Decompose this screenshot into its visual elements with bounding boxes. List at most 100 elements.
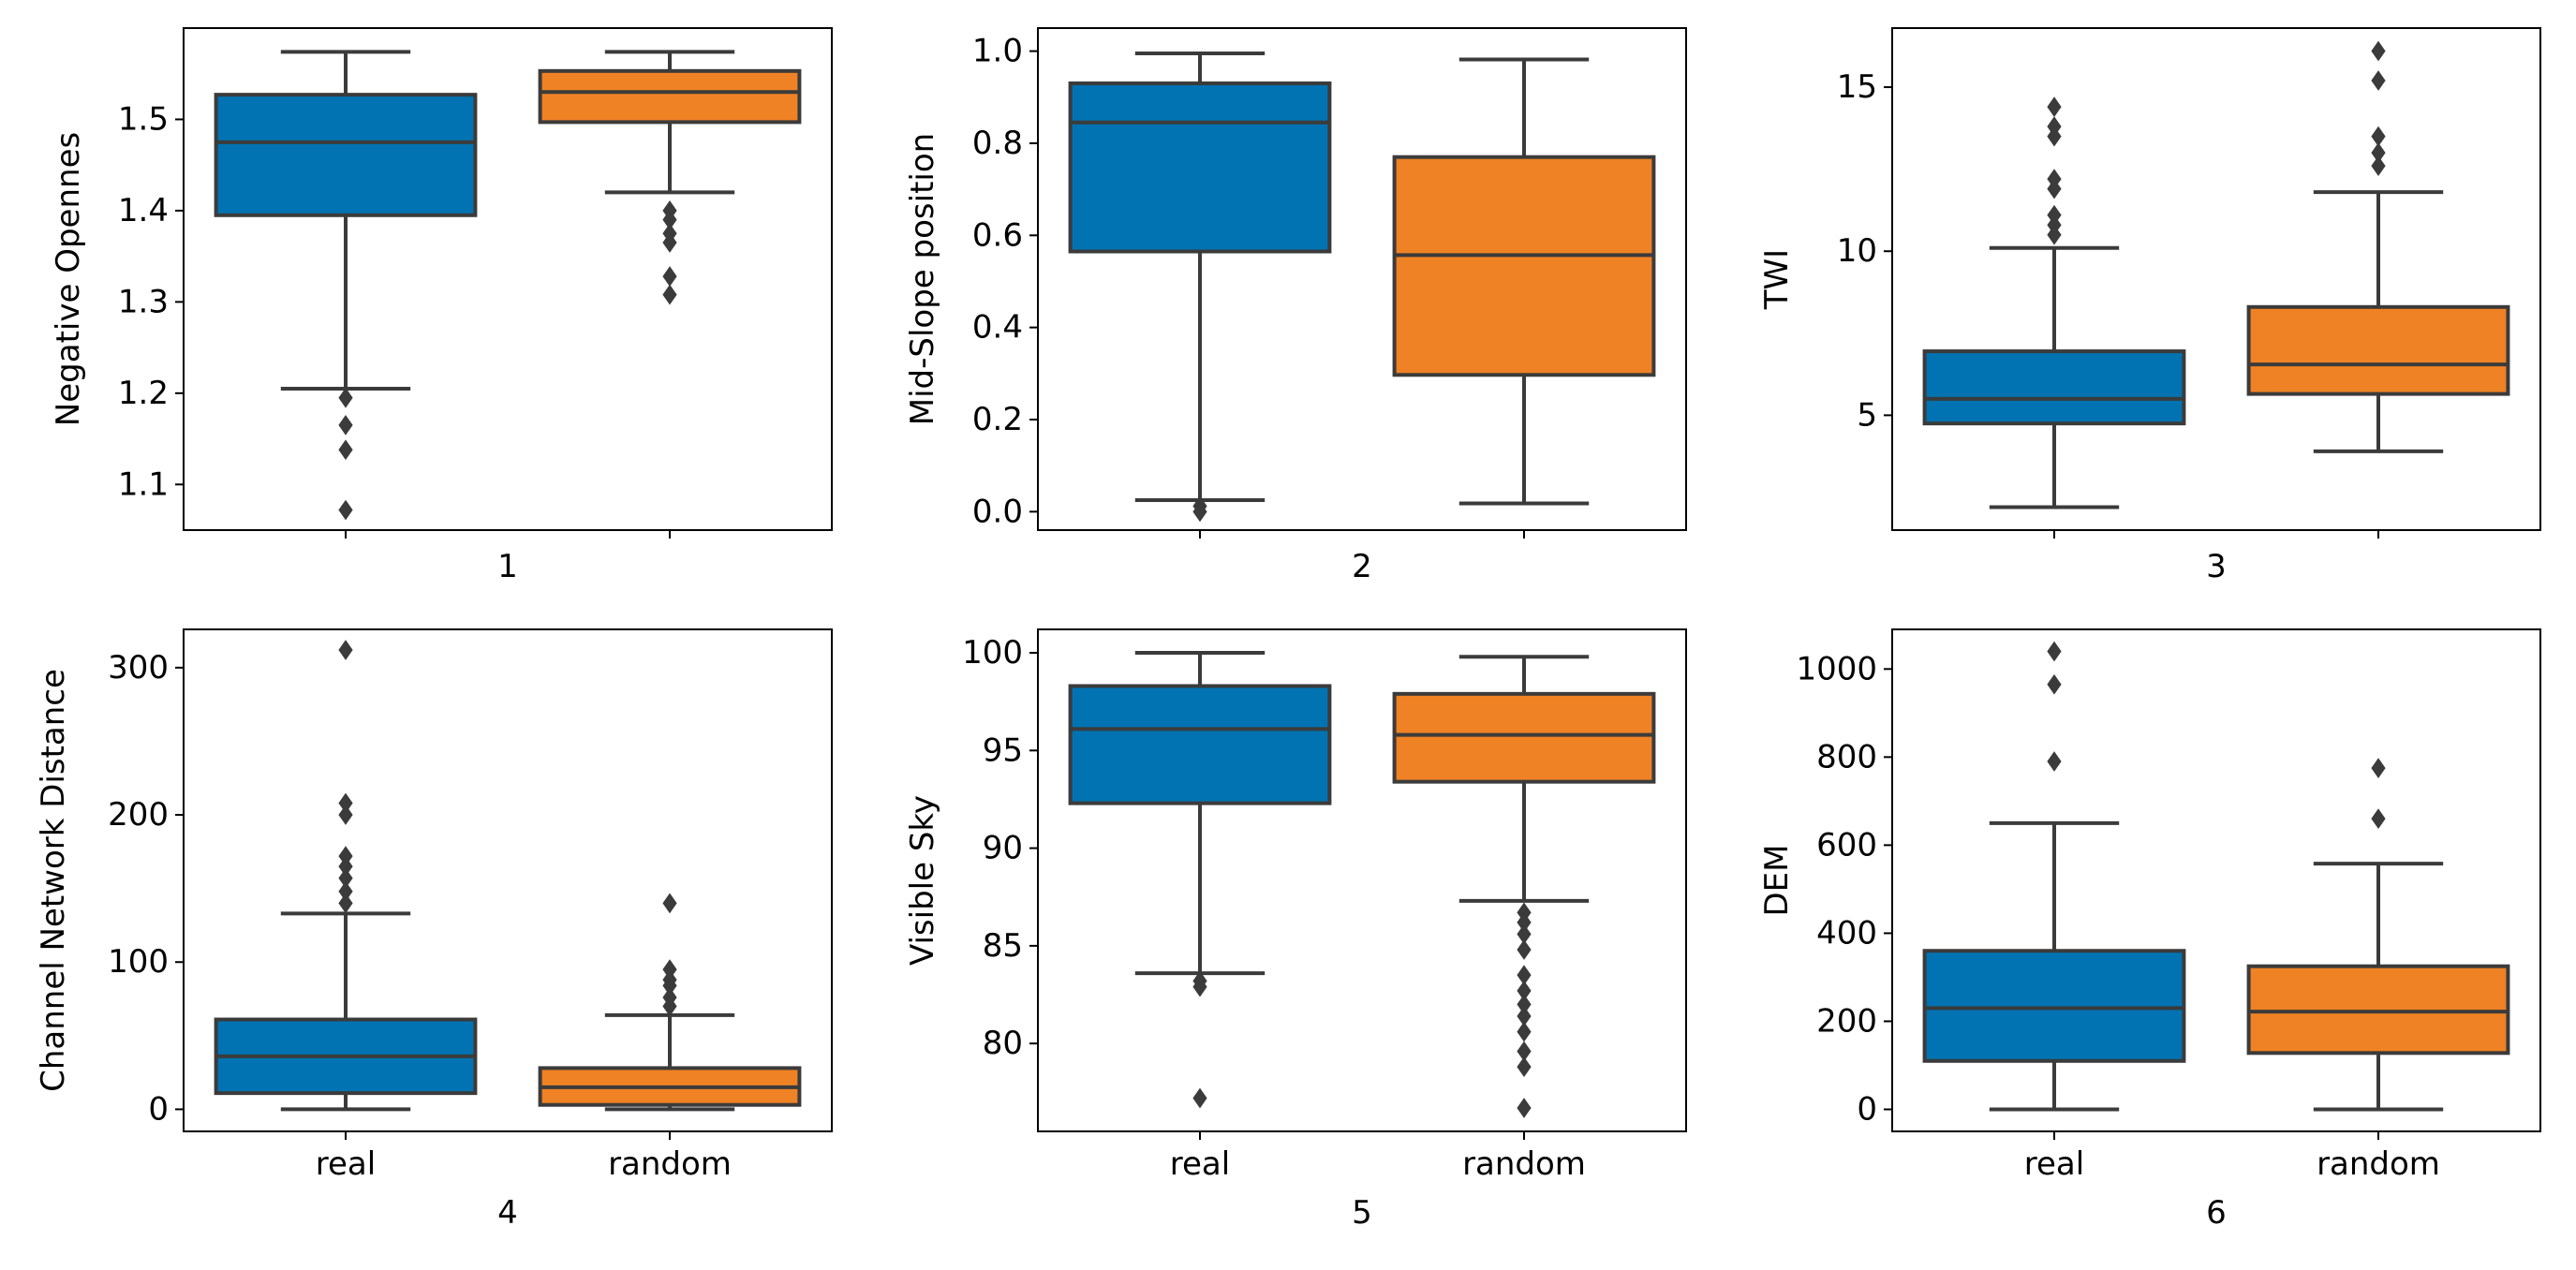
x-axis-label: 1 <box>497 548 518 585</box>
y-tick-label: 15 <box>1837 68 1877 106</box>
y-tick-label: 5 <box>1857 396 1877 434</box>
outlier-point <box>338 439 353 461</box>
y-axis-label: Visible Sky <box>904 795 941 966</box>
outlier-point <box>2047 178 2062 199</box>
x-axis-label: 6 <box>2206 1194 2227 1232</box>
x-axis-label: 2 <box>1352 548 1372 585</box>
outlier-point <box>2047 224 2062 245</box>
outlier-point <box>2371 40 2386 62</box>
outlier-point <box>1517 1021 1532 1042</box>
outlier-point <box>2371 758 2386 778</box>
x-tick-label-real: real <box>2024 1145 2084 1183</box>
outlier-point <box>338 499 353 521</box>
outlier-point <box>338 415 353 436</box>
y-tick-label: 10 <box>1837 232 1877 270</box>
x-axis-label: 5 <box>1352 1194 1372 1232</box>
outlier-point <box>1517 1056 1532 1078</box>
y-axis-label: DEM <box>1758 845 1796 917</box>
y-axis-label: TWI <box>1758 249 1796 310</box>
y-tick-label: 800 <box>1816 738 1877 775</box>
box-group-real <box>214 640 478 1112</box>
y-tick-label: 95 <box>983 731 1023 769</box>
x-tick-label-random: random <box>608 1145 732 1183</box>
outlier-point <box>338 805 353 825</box>
y-axis-label: Mid-Slope position <box>904 133 941 425</box>
chart-panel-2: 0.0 0.2 0.4 0.6 0.8 1.0 2 Mid-Slope position <box>904 27 1687 585</box>
outlier-point <box>662 266 677 287</box>
plot-area-frame <box>183 628 833 1132</box>
plot-area-frame <box>1891 27 2541 531</box>
box-real <box>1068 81 1332 254</box>
box-group-real <box>214 50 478 521</box>
outlier-point <box>662 232 677 253</box>
y-tick-label: 85 <box>983 927 1023 965</box>
box-real <box>1922 949 2186 1063</box>
x-axis-label: 3 <box>2206 548 2227 585</box>
box-group-random <box>538 893 802 1112</box>
y-tick-label: 200 <box>1816 1002 1877 1040</box>
box-random <box>1392 691 1656 784</box>
outlier-point <box>1192 1087 1207 1109</box>
y-tick-label: 1.1 <box>118 465 169 503</box>
box-group-real <box>1922 641 2186 1112</box>
y-tick-label: 0.0 <box>972 493 1023 530</box>
outlier-point <box>2371 808 2386 830</box>
plot-area-frame <box>183 27 833 531</box>
chart-panel-1: 1.1 1.2 1.3 1.4 1.5 1 Negative Opennes <box>50 27 833 585</box>
y-tick-label: 80 <box>983 1025 1023 1062</box>
x-tick-label-random: random <box>2317 1145 2440 1183</box>
outlier-point <box>2371 155 2386 177</box>
outlier-point <box>338 640 353 660</box>
outlier-point <box>2371 70 2386 91</box>
y-tick-label: 1000 <box>1796 650 1877 687</box>
box-group-random <box>2246 40 2510 453</box>
outlier-point <box>2047 126 2062 147</box>
box-random <box>2246 964 2510 1056</box>
y-tick-label: 1.4 <box>118 192 169 229</box>
box-group-random <box>1392 655 1656 1118</box>
x-tick-label-random: random <box>1462 1145 1586 1183</box>
y-tick-label: 1.0 <box>972 33 1023 70</box>
outlier-point <box>662 996 677 1017</box>
outlier-point <box>2047 673 2062 695</box>
y-tick-label: 0 <box>148 1090 169 1128</box>
y-tick-label: 90 <box>983 830 1023 867</box>
box-group-random <box>538 50 802 305</box>
x-tick-label-real: real <box>316 1145 376 1183</box>
outlier-point <box>1192 976 1207 997</box>
y-tick-label: 600 <box>1816 826 1877 864</box>
box-random <box>1392 155 1656 377</box>
chart-panel-3: 5 10 15 3 TWI <box>1758 27 2541 585</box>
box-group-random <box>1392 57 1656 506</box>
box-real <box>1068 684 1332 805</box>
y-tick-label: 200 <box>108 796 169 834</box>
y-tick-label: 1.2 <box>118 375 169 412</box>
y-tick-label: 300 <box>108 649 169 687</box>
x-tick-label-real: real <box>1170 1145 1230 1183</box>
outlier-point <box>338 893 353 914</box>
y-tick-label: 0.2 <box>972 401 1023 438</box>
box-random <box>538 68 802 125</box>
chart-panel-4: 0 100 200 300 real random 4 Channel Network Dis… <box>35 628 833 1232</box>
x-axis-label: 4 <box>497 1194 518 1232</box>
box-group-real <box>1922 96 2186 509</box>
y-axis-label: Channel Network Distance <box>35 669 72 1092</box>
y-tick-label: 1.5 <box>118 100 169 138</box>
y-tick-label: 0.4 <box>972 309 1023 347</box>
y-tick-label: 400 <box>1816 914 1877 952</box>
outlier-point <box>662 893 677 914</box>
outlier-point <box>1517 939 1532 960</box>
box-real <box>1922 349 2186 426</box>
outlier-point <box>1517 1098 1532 1118</box>
box-group-real <box>1068 52 1332 523</box>
box-random <box>2246 304 2510 396</box>
plot-area-frame <box>1037 27 1687 531</box>
box-group-random <box>2246 758 2510 1112</box>
outlier-point <box>1192 501 1207 523</box>
outlier-point <box>2047 751 2062 772</box>
outlier-point <box>2047 641 2062 662</box>
y-axis-label: Negative Opennes <box>50 132 87 426</box>
y-tick-label: 1.3 <box>118 283 169 320</box>
y-tick-label: 100 <box>962 634 1023 672</box>
